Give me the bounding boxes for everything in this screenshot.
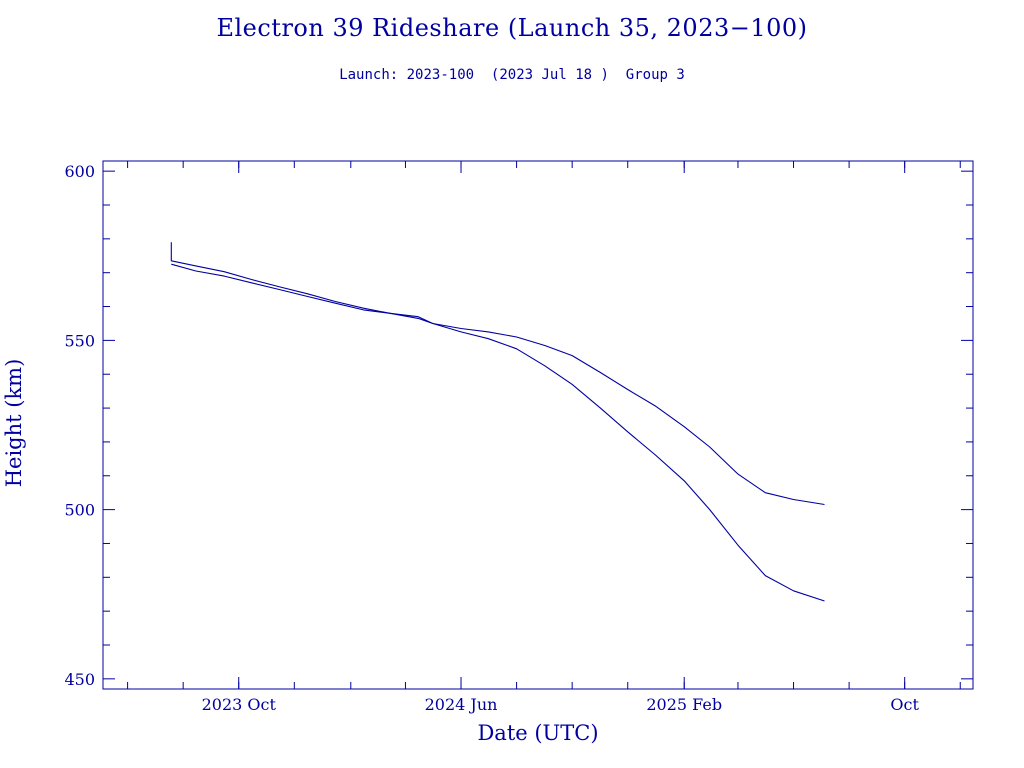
y-tick-label: 600 bbox=[64, 162, 95, 181]
chart-title: Electron 39 Rideshare (Launch 35, 2023−1… bbox=[216, 14, 808, 42]
x-tick-label: Oct bbox=[890, 695, 919, 714]
series-line-1 bbox=[170, 242, 825, 506]
series-line-2 bbox=[171, 263, 825, 602]
x-tick-label: 2023 Oct bbox=[202, 695, 277, 714]
y-tick-label: 500 bbox=[64, 501, 95, 520]
axis-ticks bbox=[103, 161, 973, 689]
plot-frame bbox=[102, 160, 974, 690]
y-axis-label: Height (km) bbox=[2, 359, 26, 488]
y-tick-label: 550 bbox=[64, 331, 95, 350]
x-tick-label: 2025 Feb bbox=[646, 695, 722, 714]
chart-subtitle: Launch: 2023-100 (2023 Jul 18 ) Group 3 bbox=[339, 67, 685, 83]
tick-labels: 450 500 550 600 2023 Oct 2024 Jun 2025 Feb Oct bbox=[64, 162, 919, 714]
x-axis-label: Date (UTC) bbox=[477, 721, 598, 745]
x-tick-label: 2024 Jun bbox=[425, 695, 498, 714]
series-lines bbox=[170, 242, 825, 602]
y-tick-label: 450 bbox=[64, 670, 95, 689]
